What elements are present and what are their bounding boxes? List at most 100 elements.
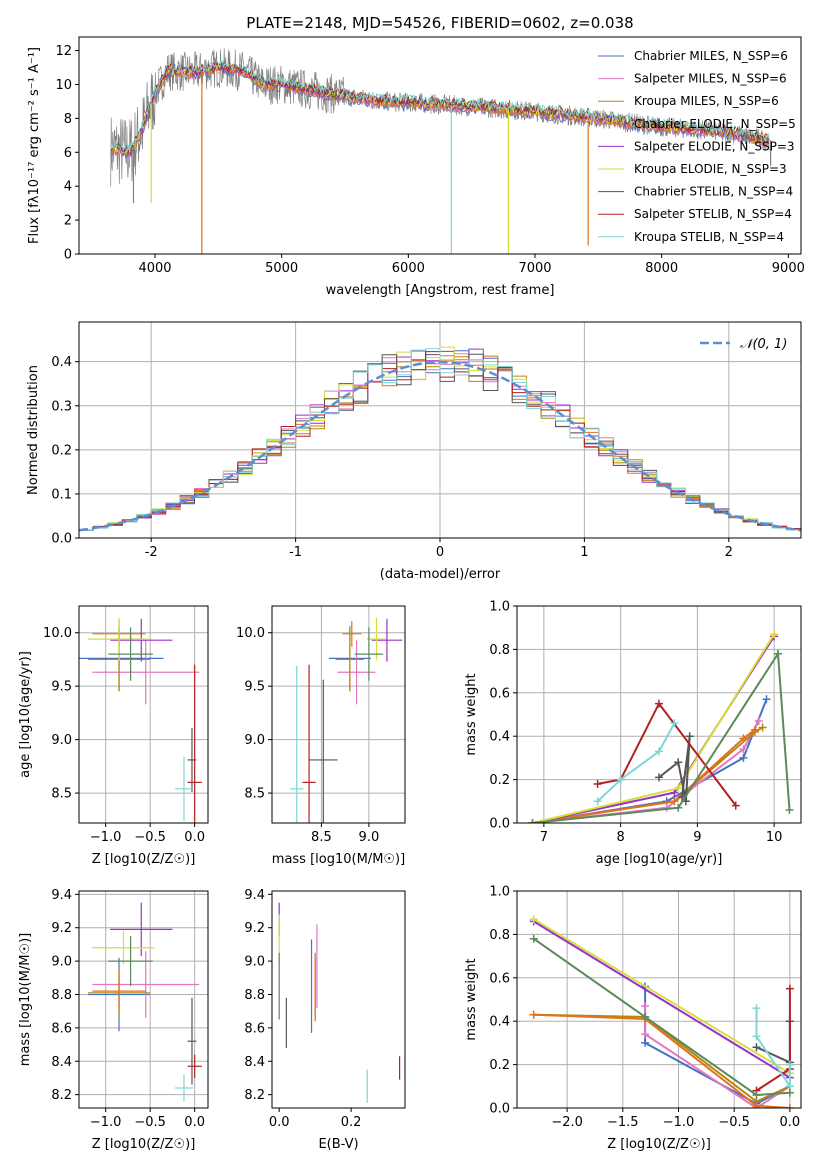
series-marker — [674, 803, 683, 812]
point-chabrier_miles_2 — [354, 627, 384, 681]
x-tick-label: -2 — [145, 545, 158, 560]
chart-residuals: 𝒩(0, 1) -2 -1 0 1 2 0.0 0.1 0.2 0.3 0.4 (data-model… — [26, 321, 802, 582]
x-axis-label: Z [log10(Z/Z☉)] — [607, 1137, 711, 1152]
y-tick-label: 0.6 — [489, 686, 510, 701]
x-tick-label: 8.5 — [311, 830, 332, 845]
y-axis-label: Normed distribution — [26, 365, 41, 495]
series-marker — [773, 649, 782, 658]
x-tick-label: −0.5 — [718, 1115, 750, 1130]
series-marker — [785, 805, 794, 814]
chart-spectrum: Chabrier MILES, N_SSP=6 Salpeter MILES, N… — [27, 36, 805, 298]
legend-entry: 𝒩(0, 1) — [740, 337, 787, 352]
y-tick-label: 0.4 — [51, 355, 72, 370]
series-marker — [739, 753, 748, 762]
y-tick-label: 1.0 — [489, 885, 510, 900]
series-marker — [752, 1101, 761, 1108]
series-marker — [593, 797, 602, 806]
y-tick-label: 8.4 — [244, 1055, 265, 1070]
plot-area — [87, 902, 202, 1102]
y-tick-label: 9.0 — [244, 955, 265, 970]
plot-area — [79, 617, 202, 823]
point-salpeter_stelib — [187, 1054, 202, 1078]
series-line-kroupa_elodie — [533, 918, 791, 1075]
y-axis-label: mass weight — [464, 673, 479, 755]
legend-entry: Salpeter ELODIE, N_SSP=3 — [634, 139, 795, 153]
y-tick-label: 0.4 — [489, 730, 510, 745]
series-marker — [674, 784, 683, 793]
series-marker — [529, 934, 538, 943]
series-marker — [655, 747, 663, 756]
series-marker — [685, 732, 694, 741]
series-marker — [529, 915, 538, 924]
x-tick-label: 8000 — [645, 261, 678, 276]
y-tick-label: 8.8 — [51, 988, 72, 1003]
y-axis-label: mass [log10(M/M☉)] — [18, 933, 33, 1066]
model-spectrum-kroupa_stelib — [110, 59, 770, 153]
series-marker — [641, 1012, 650, 1021]
axes-frame — [271, 890, 406, 1109]
series-marker — [752, 1032, 761, 1041]
plot-area — [290, 617, 403, 823]
point-salpeter_stelib — [187, 664, 202, 823]
x-axis-label: mass [log10(M/M☉)] — [272, 852, 405, 867]
chart-mass-Z: −1.0 −0.5 0.0 8.2 8.4 8.6 8.8 9.0 9.2 9.4 Z [log10… — [18, 888, 209, 1152]
x-tick-label: 10 — [766, 830, 783, 845]
y-tick-label: 0 — [64, 248, 72, 263]
y-tick-label: 9.0 — [51, 955, 72, 970]
point-kroupa_elodie — [92, 931, 155, 965]
series-marker — [785, 1104, 794, 1108]
legend-entry: Salpeter MILES, N_SSP=6 — [634, 72, 787, 86]
axes-frame — [516, 890, 802, 1109]
point-kroupa_elodie — [367, 617, 386, 661]
point-chabrier_stelib — [309, 679, 338, 823]
chart-mw-age: 7 8 9 10 0.0 0.2 0.4 0.6 0.8 1.0 age [log10(age/yr… — [464, 600, 802, 867]
series-line-chabrier_miles_2 — [532, 650, 791, 823]
x-tick-label: −1.0 — [90, 1115, 122, 1130]
y-tick-label: 9.0 — [244, 733, 265, 748]
series-marker — [762, 695, 771, 704]
chart-age-mass: 8.5 9.0 8.5 9.0 9.5 10.0 mass [log10(M/M☉)] — [236, 605, 406, 867]
point-chabrier_miles_2 — [108, 936, 153, 987]
axes-frame — [78, 890, 209, 1109]
x-tick-label: 0.0 — [184, 1115, 205, 1130]
x-tick-label: 9 — [693, 830, 701, 845]
y-tick-label: 0.3 — [51, 399, 72, 414]
y-tick-label: 4 — [64, 180, 72, 195]
axes-frame — [78, 36, 802, 255]
y-tick-label: 12 — [55, 44, 72, 59]
x-tick-label: −1.0 — [663, 1115, 695, 1130]
point-chabrier_miles_2 — [108, 627, 153, 681]
x-tick-label: -1 — [289, 545, 302, 560]
x-tick-label: 0.2 — [341, 1115, 362, 1130]
x-tick-label: 8 — [616, 830, 624, 845]
residual-histogram-kroupa_stelib — [79, 348, 801, 531]
series-marker — [674, 758, 683, 767]
point-kroupa_stelib — [290, 665, 304, 823]
y-tick-label: 8.6 — [244, 1021, 265, 1036]
series-line-kroupa_stelib — [596, 722, 676, 803]
y-tick-label: 9.2 — [244, 921, 265, 936]
legend-entry: Salpeter STELIB, N_SSP=4 — [634, 207, 792, 221]
y-tick-label: 8.6 — [51, 1021, 72, 1036]
chart-mw-Z: −2.0 −1.5 −1.0 −0.5 0.0 0.0 0.2 0.4 0.6 0.8 1.0 Z [… — [464, 885, 802, 1152]
x-tick-label: −1.0 — [90, 830, 122, 845]
x-tick-label: 0.0 — [780, 1115, 801, 1130]
y-tick-label: 0.0 — [51, 532, 72, 547]
point-kroupa_elodie — [87, 617, 151, 661]
x-tick-label: 0.0 — [184, 830, 205, 845]
x-tick-label: 7000 — [518, 261, 551, 276]
series-marker — [770, 630, 779, 639]
legend-entry: Kroupa ELODIE, N_SSP=3 — [634, 162, 787, 176]
x-axis-label: wavelength [Angstrom, rest frame] — [326, 283, 555, 298]
x-tick-label: 0 — [436, 545, 444, 560]
x-tick-label: −0.5 — [134, 830, 166, 845]
series-marker — [655, 773, 663, 782]
chart-age-Z: −1.0 −0.5 0.0 8.5 9.0 9.5 10.0 Z [log10(Z/Z☉)] a… — [18, 605, 209, 867]
x-tick-label: 9.0 — [359, 830, 380, 845]
series-line-kroupa_stelib — [755, 1008, 791, 1090]
series-marker — [528, 819, 537, 823]
y-tick-label: 0.0 — [489, 1102, 510, 1117]
y-tick-label: 8.5 — [51, 787, 72, 802]
y-tick-label: 8.2 — [244, 1088, 265, 1103]
